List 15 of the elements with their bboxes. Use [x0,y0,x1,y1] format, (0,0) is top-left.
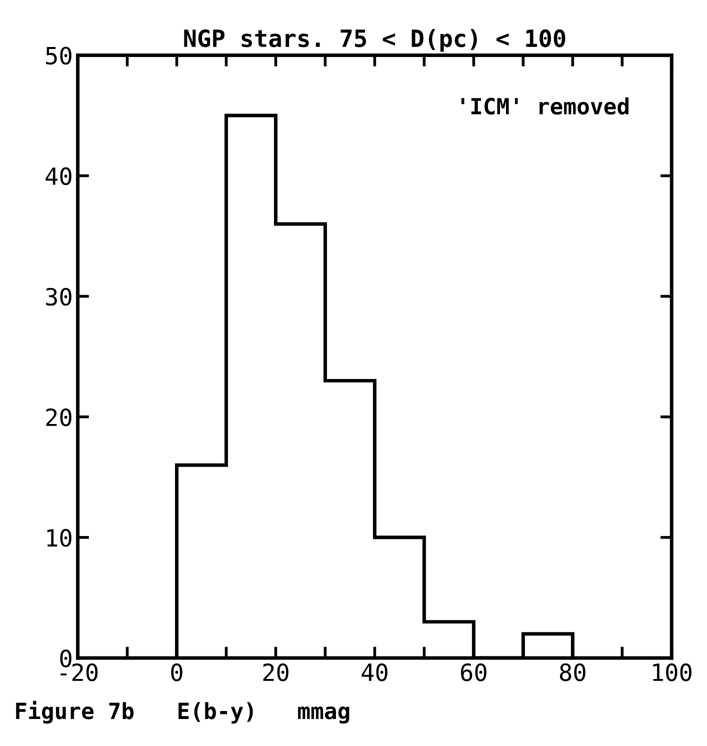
x-tick-label: 0 [171,663,182,682]
annotation: 'ICM' removed [461,97,628,115]
y-tick-label: 30 [46,288,72,306]
x-tick-label: 100 [653,663,692,682]
x-tick-label: 40 [362,663,388,682]
caption: Figure 7b [16,700,134,724]
y-tick-label: 40 [46,167,72,186]
x-tick-label: 80 [560,663,586,682]
y-tick-label: 50 [46,46,72,65]
y-tick-label: 20 [46,408,72,426]
y-tick-label: 10 [47,528,72,547]
chart-title: NGP stars. 75 < D(pc) < 100 [184,28,566,52]
x-tick-label: 60 [461,663,486,682]
x-axis-title: E(b-y) mmag [178,702,350,724]
x-tick-label: 20 [263,663,288,682]
